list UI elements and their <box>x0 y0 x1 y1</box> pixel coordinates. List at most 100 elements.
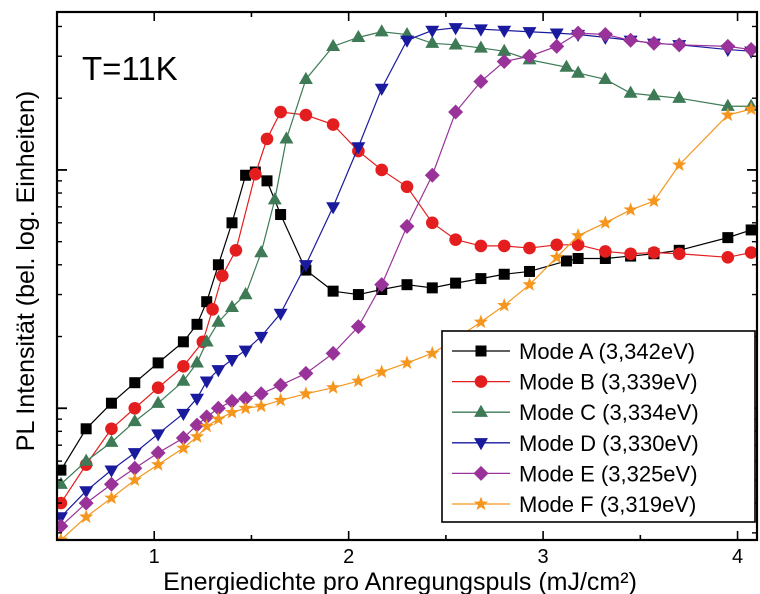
data-point <box>374 364 389 379</box>
legend-item: Mode E (3,325eV) <box>452 461 698 486</box>
series-c <box>57 24 757 489</box>
data-point <box>127 472 142 487</box>
data-point <box>298 71 313 84</box>
data-point <box>127 413 142 427</box>
data-point <box>261 175 273 187</box>
data-point <box>745 224 757 236</box>
data-point <box>399 218 415 234</box>
data-point <box>473 40 488 53</box>
data-point <box>151 381 165 394</box>
data-point <box>352 289 364 301</box>
data-point <box>598 71 613 84</box>
data-point <box>267 192 282 205</box>
data-point <box>273 308 288 321</box>
data-point <box>449 233 462 246</box>
data-point <box>79 509 94 523</box>
data-point <box>224 393 240 409</box>
data-point <box>550 238 564 252</box>
data-point <box>199 376 214 389</box>
data-point <box>549 249 564 264</box>
data-point <box>211 314 226 327</box>
legend-item: Mode A (3,342eV) <box>452 339 695 364</box>
data-point <box>298 365 314 381</box>
data-point <box>598 215 613 229</box>
data-point <box>226 217 238 229</box>
data-point <box>549 38 565 54</box>
data-point <box>260 132 274 146</box>
data-point <box>448 104 464 120</box>
legend-marker <box>474 438 488 451</box>
data-point <box>599 245 612 258</box>
x-tick-label: 2 <box>343 546 354 568</box>
data-point <box>298 260 313 273</box>
series-f <box>57 101 757 540</box>
data-point <box>254 245 269 258</box>
data-point <box>623 202 638 216</box>
legend-item: Mode F (3,319eV) <box>452 492 696 517</box>
data-point <box>57 496 68 510</box>
data-point <box>426 282 438 294</box>
data-point <box>176 373 191 386</box>
data-point <box>498 268 510 280</box>
legend-label: Mode F (3,319eV) <box>519 492 696 517</box>
data-point <box>570 25 586 41</box>
data-point <box>350 319 366 335</box>
data-point <box>150 445 166 461</box>
data-point <box>351 142 366 155</box>
data-point <box>425 216 439 230</box>
data-point <box>425 345 440 360</box>
data-point <box>215 269 229 282</box>
legend-label: Mode D (3,330eV) <box>519 431 699 456</box>
data-point <box>327 285 339 297</box>
data-point <box>254 331 269 345</box>
legend-marker <box>473 496 489 511</box>
data-point <box>177 359 190 373</box>
data-point <box>274 105 287 119</box>
legend-label: Mode B (3,339eV) <box>519 370 698 395</box>
data-point <box>374 277 390 293</box>
data-point <box>211 411 226 426</box>
data-point <box>224 404 240 419</box>
data-point <box>450 277 462 289</box>
data-point <box>374 24 389 37</box>
data-point <box>190 393 204 406</box>
data-point <box>151 429 166 442</box>
data-point <box>191 318 203 330</box>
data-point <box>238 400 253 415</box>
data-point <box>497 43 512 56</box>
legend-marker <box>474 375 488 388</box>
data-point <box>597 27 613 43</box>
data-point <box>176 408 191 422</box>
data-point <box>177 336 189 348</box>
data-point <box>400 35 414 48</box>
legend-box <box>441 330 756 523</box>
legend-marker <box>474 404 488 417</box>
data-point <box>190 355 204 368</box>
x-tick-label: 1 <box>149 546 160 568</box>
legend-marker <box>475 345 487 357</box>
data-point <box>199 418 214 433</box>
data-point <box>448 37 463 50</box>
data-point <box>189 417 205 433</box>
data-point <box>225 299 239 313</box>
data-point <box>646 88 661 101</box>
data-point <box>475 273 487 285</box>
data-point <box>624 247 637 261</box>
data-point <box>199 334 214 347</box>
data-point <box>151 395 166 408</box>
data-point <box>721 250 735 264</box>
data-point <box>249 167 262 181</box>
data-point <box>326 38 341 52</box>
data-point <box>105 422 118 436</box>
data-point <box>273 392 288 407</box>
axes: 1 2 3 4 <box>55 10 759 568</box>
data-point <box>720 107 735 122</box>
data-point <box>570 228 586 242</box>
data-point <box>225 354 239 368</box>
data-point <box>238 287 253 300</box>
data-point <box>326 118 340 131</box>
legend: Mode A (3,342eV) Mode B (3,339eV) Mode C (… <box>441 330 756 523</box>
data-point <box>744 246 757 259</box>
data-point <box>127 448 142 461</box>
data-point <box>238 390 254 406</box>
